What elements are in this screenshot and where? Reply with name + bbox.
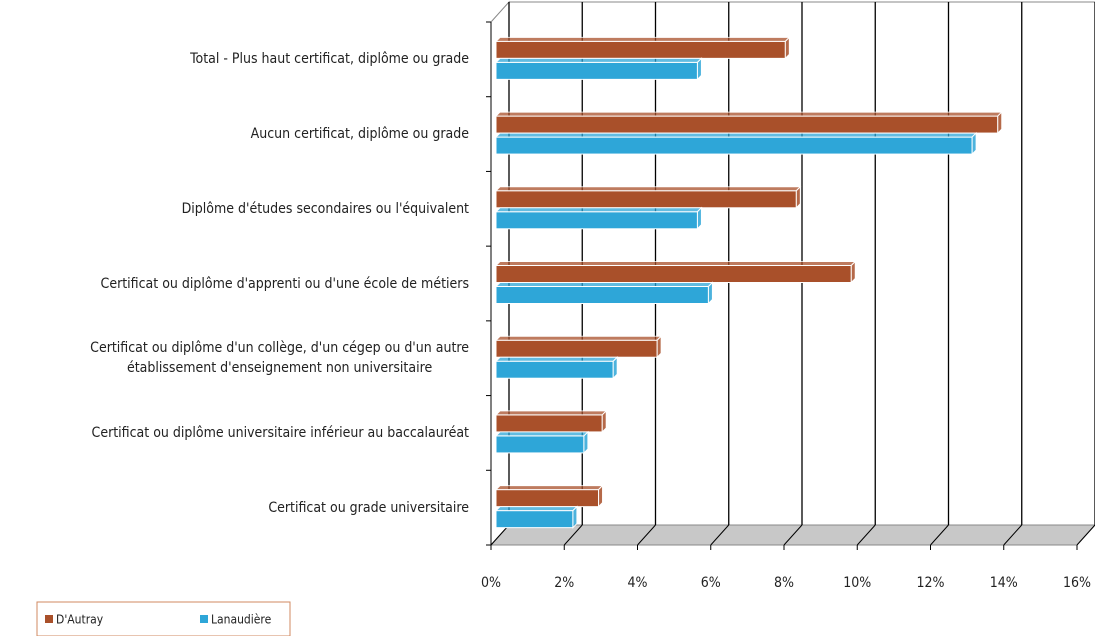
x-tick-label: 14% [990,575,1018,591]
bar-side [583,430,589,455]
bar-top [494,431,590,437]
bar-front [495,414,603,433]
y-tick-label: Certificat ou grade universitaire [0,498,469,518]
bar-top [494,282,714,287]
bar-side [612,356,618,380]
bar-side [601,409,607,434]
bar-front [495,190,797,209]
floor-line [1076,524,1095,546]
bar-front [495,435,585,454]
bar [494,260,857,284]
legend-swatch [200,615,208,623]
y-tick-label: Total - Plus haut certificat, diplôme ou… [0,49,469,69]
bar-side [696,206,702,230]
bar-top [494,485,604,491]
bar [494,430,590,455]
category-text: Certificat ou diplôme d'apprenti ou d'un… [100,275,469,292]
floor-line [637,524,656,546]
bar-side [784,36,790,60]
category-text: Total - Plus haut certificat, diplôme ou… [190,51,469,68]
y-tick-label: Certificat ou diplôme d'apprenti ou d'un… [0,274,469,294]
y-tick-label: Aucun certificat, diplôme ou grade [0,124,469,144]
bar-top [494,506,579,512]
x-tick-label: 0% [481,575,501,591]
bar [494,335,663,359]
bar-front [495,136,973,155]
bar-top [494,207,703,213]
x-tick-label: 16% [1063,575,1091,591]
bar [494,206,703,230]
x-tick-label: 12% [917,575,945,591]
legend-label: Lanaudière [211,613,272,627]
legend-box [36,601,291,636]
category-text: Certificat ou diplôme d'un collège, d'un… [90,340,469,377]
floor-line [490,524,510,546]
bar-top [494,186,802,192]
bar-front [495,510,574,529]
bar [494,505,579,529]
bar-side [598,484,604,508]
category-text: Certificat ou grade universitaire [268,499,469,516]
y-tick-label: Diplôme d'études secondaires ou l'équiva… [0,199,469,219]
bar [494,185,802,209]
category-text: Diplôme d'études secondaires ou l'équiva… [181,200,469,217]
bar-front [495,40,786,59]
bar-top [494,335,663,341]
bar-front [495,489,600,508]
floor-line [563,524,583,546]
floor-line [930,524,949,546]
bar-top [494,132,978,138]
floor-line [856,524,876,546]
bar-front [495,115,999,134]
bar-front [495,286,709,304]
bar-top [494,57,703,63]
bar [494,110,1003,135]
floor-line [783,524,803,546]
x-tick-label: 6% [701,575,721,591]
category-text: Certificat ou diplôme universitaire infé… [91,424,469,441]
x-tick-label: 10% [843,575,871,591]
bar-top [494,111,1003,117]
legend-label: D'Autray [56,613,104,627]
bar-side [997,110,1003,135]
bar-front [495,61,698,80]
bar [494,409,608,434]
bar [494,57,703,81]
bar-side [850,260,856,284]
x-tick-label: 4% [628,575,648,591]
bar-front [495,265,852,283]
bar-front [495,211,698,230]
bar [494,36,791,60]
category-text: Aucun certificat, diplôme ou grade [250,126,469,143]
bar-top [494,36,791,42]
floor-line [710,524,730,546]
bar-side [971,131,977,156]
floor-line [1003,524,1023,546]
bar-top [494,261,857,266]
bar-front [495,360,614,379]
bar-side [696,57,702,81]
bar-top [494,356,619,362]
y-tick-label: Certificat ou diplôme d'un collège, d'un… [0,338,469,378]
y-tick-label: Certificat ou diplôme universitaire infé… [0,423,469,443]
bar [494,356,619,380]
bar [494,281,714,305]
bar-side [656,335,662,359]
bar-front [495,339,658,358]
bar [494,484,604,508]
bar-side [795,185,801,209]
legend-swatch [45,615,53,623]
bar-side [572,505,578,529]
x-tick-label: 2% [554,575,574,591]
bar-side [707,281,713,305]
bar [494,131,978,156]
x-tick-label: 8% [774,575,794,591]
bar-top [494,410,608,416]
